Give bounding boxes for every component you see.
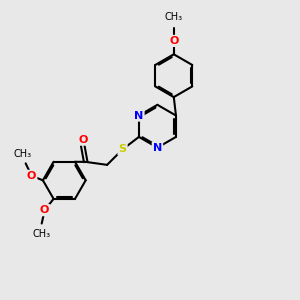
Text: O: O: [40, 205, 50, 215]
Text: CH₃: CH₃: [33, 229, 51, 239]
Text: O: O: [169, 36, 178, 46]
Text: CH₃: CH₃: [165, 12, 183, 22]
Text: S: S: [118, 144, 127, 154]
Text: CH₃: CH₃: [14, 149, 32, 159]
Text: N: N: [134, 110, 143, 121]
Text: O: O: [78, 135, 87, 145]
Text: N: N: [153, 142, 162, 153]
Text: O: O: [27, 171, 36, 181]
